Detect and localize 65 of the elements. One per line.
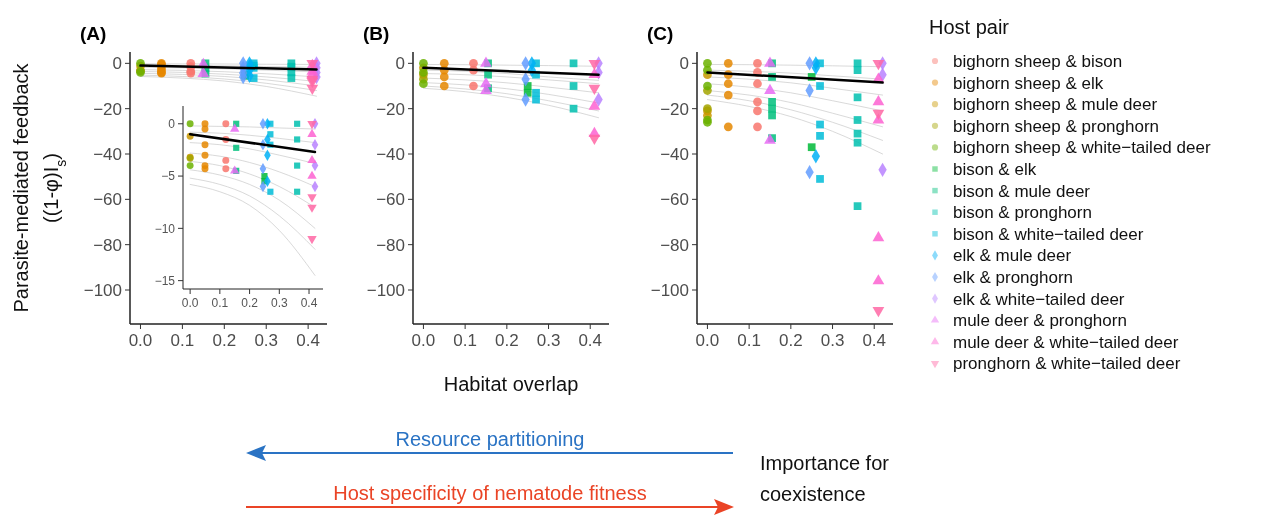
y-tick-label: −40 [376, 144, 405, 164]
y-tick-label: −100 [83, 280, 122, 300]
legend-label: elk & mule deer [953, 246, 1072, 266]
legend-label: bighorn sheep & white−tailed deer [953, 138, 1211, 158]
chart-title: (C) [647, 23, 674, 44]
legend-label: bison & white−tailed deer [953, 224, 1144, 244]
x-tick-label: 0.4 [578, 330, 603, 350]
x-axis-title: Habitat overlap [443, 373, 579, 395]
x-tick-label: 0.3 [270, 295, 288, 310]
y-tick-label: −80 [660, 235, 689, 255]
y-tick-label: −60 [660, 190, 689, 210]
y-tick-label: −20 [93, 99, 122, 119]
y-tick-label: −20 [660, 99, 689, 119]
x-tick-label: 0.1 [737, 330, 761, 350]
x-tick-label: 0.2 [212, 330, 237, 350]
legend-label: mule deer & pronghorn [953, 311, 1127, 331]
y-tick-label: −5 [161, 169, 176, 184]
y-tick-label: 0 [395, 54, 405, 74]
y-tick-label: −40 [660, 144, 689, 164]
legend-label: bison & pronghorn [953, 203, 1092, 223]
legend-label: elk & white−tailed deer [953, 289, 1125, 309]
y-tick-label: −15 [154, 273, 176, 288]
x-tick-label: 0.1 [453, 330, 477, 350]
y-tick-label: −80 [376, 235, 405, 255]
legend-label: bison & mule deer [953, 181, 1091, 201]
y-tick-label: −60 [376, 190, 405, 210]
x-tick-label: 0.0 [695, 330, 720, 350]
x-tick-label: 0.4 [862, 330, 887, 350]
x-tick-label: 0.0 [181, 295, 199, 310]
text: Resource partitioning [395, 428, 585, 450]
y-tick-label: 0 [112, 54, 122, 74]
legend-label: bighorn sheep & bison [953, 51, 1123, 71]
legend-label: mule deer & white−tailed deer [953, 332, 1179, 352]
chart-title: (B) [363, 23, 390, 44]
y-tick-label: −40 [93, 144, 122, 164]
x-tick-label: 0.2 [495, 330, 519, 350]
y-tick-label: 0 [679, 54, 689, 74]
legend-title: Host pair [929, 16, 1010, 38]
x-tick-label: 0.1 [211, 295, 229, 310]
legend-label: bighorn sheep & elk [953, 73, 1104, 93]
y-tick-label: −10 [154, 221, 176, 236]
legend-label: pronghorn & white−tailed deer [953, 354, 1181, 374]
y-tick-label: −20 [376, 99, 405, 119]
legend-label: bighorn sheep & pronghorn [953, 116, 1160, 136]
y-tick-label: −100 [650, 280, 689, 300]
x-tick-label: 0.1 [170, 330, 195, 350]
legend-label: elk & pronghorn [953, 267, 1074, 287]
chart-title: (A) [80, 23, 107, 44]
y-tick-label: −80 [93, 235, 122, 255]
text: Host specificity of nematode fitness [333, 482, 647, 504]
x-tick-label: 0.4 [300, 295, 318, 310]
x-tick-label: 0.2 [779, 330, 803, 350]
legend-label: bighorn sheep & mule deer [953, 95, 1158, 115]
x-tick-label: 0.0 [411, 330, 436, 350]
legend-label: bison & elk [953, 159, 1037, 179]
x-tick-label: 0.3 [254, 330, 279, 350]
x-tick-label: 0.3 [820, 330, 845, 350]
x-tick-label: 0.0 [128, 330, 153, 350]
y-tick-label: 0 [168, 116, 176, 131]
x-tick-label: 0.3 [536, 330, 561, 350]
y-tick-label: −100 [366, 280, 405, 300]
x-tick-label: 0.2 [241, 295, 259, 310]
x-tick-label: 0.4 [296, 330, 320, 350]
y-tick-label: −60 [93, 190, 122, 210]
text: Importance for coexistence [760, 452, 890, 505]
